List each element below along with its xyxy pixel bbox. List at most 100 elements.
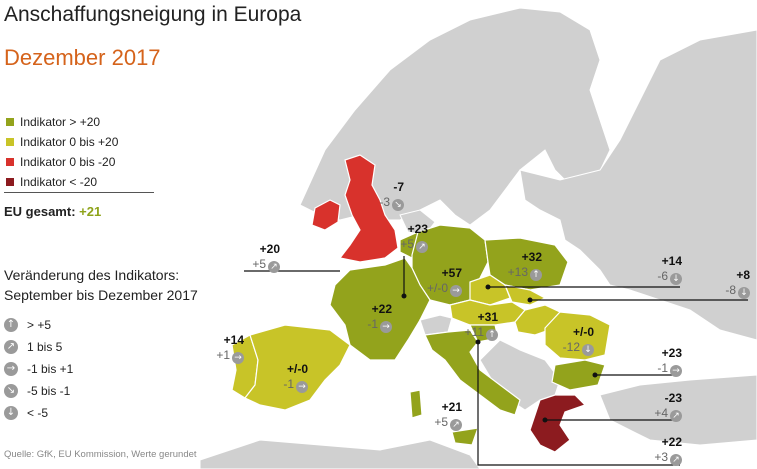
legend-swatch <box>6 118 14 126</box>
change-legend-item: ↗ 1 bis 5 <box>4 336 73 358</box>
arrow-up-icon: ↑ <box>530 269 542 281</box>
label-value: +20 <box>259 242 280 256</box>
change-legend-title: Veränderung des Indikators: September bi… <box>4 265 244 305</box>
label-value: +8 <box>736 268 750 282</box>
country-es <box>244 324 351 411</box>
label-change: -1 → <box>272 377 308 393</box>
arrow-down-icon: ↓ <box>582 344 594 356</box>
east-europe-shape <box>519 29 757 341</box>
legend-swatch <box>6 158 14 166</box>
arrow-up-right-icon: ↗ <box>450 419 462 431</box>
label-pt: +14 +1 → <box>204 333 244 364</box>
label-change: -1 → <box>352 317 392 333</box>
label-change: -8 ↓ <box>710 283 750 299</box>
dot-nl <box>401 293 407 299</box>
arrow-down-right-icon: ↘ <box>4 384 18 398</box>
change-title-line2: September bis Dezember 2017 <box>4 287 198 303</box>
label-value: -23 <box>664 391 682 405</box>
leader-si <box>477 342 680 466</box>
change-legend-item: → -1 bis +1 <box>4 358 73 380</box>
country-gr <box>529 394 587 453</box>
label-change-value: -6 <box>657 269 668 283</box>
label-change: +1 → <box>204 348 244 364</box>
legend-item: Indikator < -20 <box>6 172 118 192</box>
label-change-value: +5 <box>400 237 414 251</box>
eu-total-label: EU gesamt: <box>4 204 76 219</box>
label-value: +23 <box>407 222 428 236</box>
label-sk: +8 -8 ↓ <box>710 268 750 299</box>
label-si: +22 +3 ↗ <box>640 435 682 466</box>
label-cz: +14 -6 ↓ <box>642 254 682 285</box>
dot-bg <box>592 372 598 378</box>
dot-sk <box>527 297 533 303</box>
label-change-value: -12 <box>562 340 580 354</box>
label-change-value: -8 <box>725 283 736 297</box>
change-legend: ↑ > +5 ↗ 1 bis 5 → -1 bis +1 ↘ -5 bis -1 ↓ < … <box>4 314 73 424</box>
label-change: -6 ↓ <box>642 269 682 285</box>
page-title: Anschaffungsneigung in Europa <box>4 3 302 26</box>
source-note: Quelle: GfK, EU Kommission, Werte gerund… <box>4 449 197 460</box>
arrow-up-icon: ↑ <box>486 329 498 341</box>
label-value: +21 <box>441 400 462 414</box>
label-value: +22 <box>661 435 682 449</box>
label-change: +3 ↗ <box>640 450 682 466</box>
change-legend-label: < -5 <box>27 406 49 420</box>
label-it: +21 +5 ↗ <box>426 400 462 431</box>
label-change: +/-0 → <box>410 281 462 297</box>
label-nl: +23 +5 ↗ <box>386 222 428 253</box>
country-it <box>424 329 521 416</box>
arrow-down-icon: ↓ <box>670 273 682 285</box>
label-at: +31 +11 ↑ <box>452 310 498 341</box>
arrow-up-right-icon: ↗ <box>4 340 18 354</box>
dot-si <box>475 339 481 345</box>
label-change: -1 → <box>640 361 682 377</box>
label-bg: +23 -1 → <box>640 346 682 377</box>
label-change-value: +13 <box>507 265 528 279</box>
eu-total: EU gesamt: +21 <box>4 204 101 219</box>
label-change-value: +4 <box>654 406 668 420</box>
label-change-value: +1 <box>216 348 230 362</box>
arrow-right-icon: → <box>4 362 18 376</box>
africa-shape <box>199 439 481 469</box>
dot-cz <box>485 284 491 290</box>
label-value: -7 <box>393 180 404 194</box>
label-fr: +22 -1 → <box>352 302 392 333</box>
arrow-right-icon: → <box>380 321 392 333</box>
arrow-up-right-icon: ↗ <box>416 241 428 253</box>
arrow-up-right-icon: ↗ <box>670 410 682 422</box>
change-legend-label: > +5 <box>27 318 52 332</box>
label-ie: -7 -3 ↘ <box>370 180 404 211</box>
label-change-value: +5 <box>434 415 448 429</box>
label-pl: +32 +13 ↑ <box>496 250 542 281</box>
label-value: +/-0 <box>286 362 308 376</box>
arrow-down-right-icon: ↘ <box>392 199 404 211</box>
label-change-value: +5 <box>252 257 266 271</box>
label-change-value: -1 <box>283 377 294 391</box>
label-ro: +/-0 -12 ↓ <box>552 325 594 356</box>
label-change: -3 ↘ <box>370 195 404 211</box>
country-it-sicily <box>451 427 479 446</box>
arrow-down-icon: ↓ <box>738 287 750 299</box>
label-change: +13 ↑ <box>496 265 542 281</box>
label-change: +4 ↗ <box>640 406 682 422</box>
arrow-right-icon: → <box>232 352 244 364</box>
label-value: +31 <box>477 310 498 324</box>
label-change-value: -3 <box>379 195 390 209</box>
label-change-value: -1 <box>657 361 668 375</box>
arrow-right-icon: → <box>296 381 308 393</box>
country-it-sardinia <box>409 389 423 419</box>
label-uk: +20 +5 ↗ <box>238 242 280 273</box>
arrow-right-icon: → <box>450 285 462 297</box>
country-uk <box>338 154 399 263</box>
country-bg <box>551 359 606 391</box>
label-value: +23 <box>661 346 682 360</box>
change-legend-item: ↘ -5 bis -1 <box>4 380 73 402</box>
label-change-value: +3 <box>654 450 668 464</box>
legend-label: Indikator 0 bis +20 <box>20 135 119 149</box>
label-value: +/-0 <box>572 325 594 339</box>
scandinavia-shape <box>299 7 611 226</box>
arrow-down-icon: ↓ <box>4 406 18 420</box>
dot-gr <box>542 417 548 423</box>
label-value: +57 <box>441 266 462 280</box>
